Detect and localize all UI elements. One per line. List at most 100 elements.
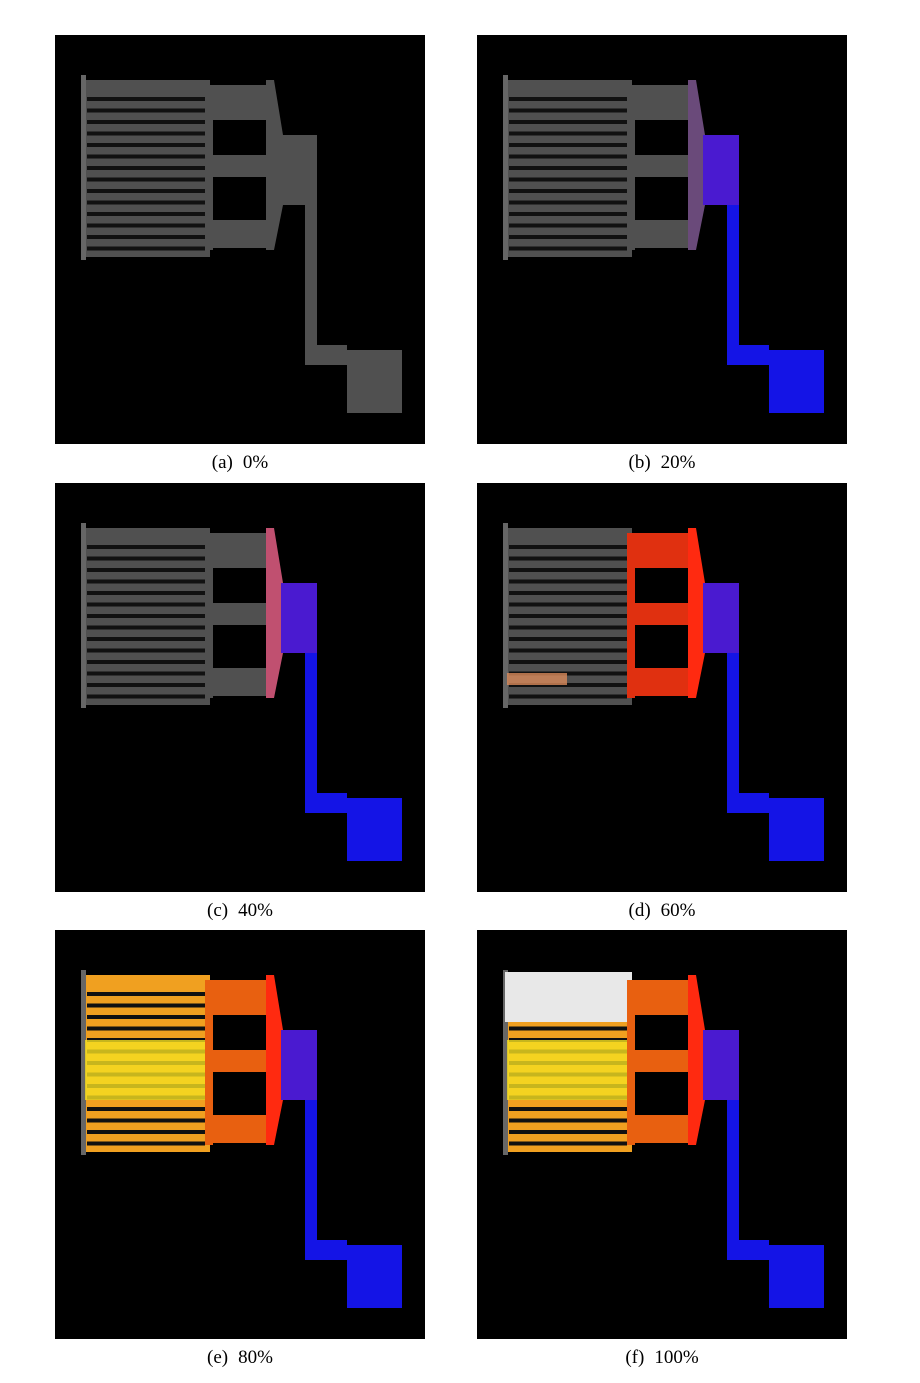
drum-flange — [503, 523, 508, 708]
hub-band — [210, 85, 270, 120]
cone — [266, 975, 283, 1145]
caption-letter: (f) — [625, 1347, 644, 1368]
drum-slot — [509, 671, 627, 676]
outlet-pipe — [305, 1100, 402, 1308]
drum-highlight — [85, 1040, 205, 1100]
drum-slot — [509, 568, 627, 572]
outlet-box — [281, 583, 317, 653]
hub-band — [632, 155, 692, 177]
drum-slot — [87, 1015, 205, 1019]
drum-slot — [87, 1026, 205, 1031]
drum-slot — [87, 1130, 205, 1134]
caption-letter: (a) — [212, 452, 233, 473]
drum-slot — [87, 671, 205, 676]
caption: (f) 100% — [625, 1347, 698, 1368]
drum-slot — [509, 556, 627, 561]
drum-slot — [87, 1141, 205, 1146]
drum-slot — [509, 1130, 627, 1134]
drum-flange — [81, 75, 86, 260]
drum-slot — [509, 1118, 627, 1123]
drum-highlight — [507, 1040, 627, 1100]
drum-slot — [509, 694, 627, 699]
hub-band — [632, 668, 692, 696]
drum-slot — [509, 246, 627, 251]
outlet-pipe — [727, 205, 824, 413]
caption-percent: 0% — [243, 452, 269, 473]
hub-post — [205, 533, 213, 698]
drum-slot — [509, 189, 627, 193]
drum-slot — [509, 1141, 627, 1146]
drum-slot — [509, 120, 627, 124]
drum-slot — [509, 648, 627, 653]
drum-slot — [87, 154, 205, 159]
hub-post — [627, 980, 635, 1145]
caption-percent: 100% — [654, 1347, 699, 1368]
hub-post — [205, 85, 213, 250]
caption-letter: (e) — [207, 1347, 228, 1368]
drum-slot — [509, 660, 627, 664]
hub-band — [632, 1115, 692, 1143]
drum-slot — [509, 166, 627, 170]
drum-slot — [87, 166, 205, 170]
drum-flange — [81, 970, 86, 1155]
hub-band — [210, 533, 270, 568]
hub-band — [632, 533, 692, 568]
hub-band — [210, 668, 270, 696]
drum-highlight — [507, 673, 567, 685]
drum-slot — [509, 683, 627, 687]
outlet-pipe — [727, 1100, 824, 1308]
drum-flange — [503, 970, 508, 1155]
outlet-box — [703, 583, 739, 653]
hub-post — [205, 980, 213, 1145]
drum-slot — [509, 1107, 627, 1111]
drum-slot — [87, 614, 205, 618]
drum-slot — [509, 1026, 627, 1031]
hub-band — [632, 220, 692, 248]
caption-letter: (b) — [629, 452, 651, 473]
hub-band — [632, 1050, 692, 1072]
drum-slot — [509, 235, 627, 239]
drum-slot — [87, 556, 205, 561]
drum-slot — [87, 683, 205, 687]
drum-slot — [87, 120, 205, 124]
drum-slot — [509, 602, 627, 607]
hub-band — [210, 155, 270, 177]
caption: (a) 0% — [212, 452, 269, 473]
drum-slot — [87, 212, 205, 216]
drum-slot — [87, 97, 205, 101]
simulation-panel — [477, 483, 847, 892]
outlet-box — [703, 135, 739, 205]
hub-post — [627, 533, 635, 698]
caption: (c) 40% — [207, 900, 273, 921]
hub-band — [210, 603, 270, 625]
caption-percent: 60% — [661, 900, 696, 921]
drum-slot — [87, 579, 205, 584]
caption: (d) 60% — [629, 900, 696, 921]
drum-slot — [87, 1118, 205, 1123]
drum-flange — [503, 75, 508, 260]
hub-post — [627, 85, 635, 250]
hub-band — [632, 980, 692, 1015]
drum-slot — [87, 200, 205, 205]
drum-slot — [87, 992, 205, 996]
hub-band — [210, 980, 270, 1015]
outlet-pipe — [305, 205, 402, 413]
hub-band — [632, 85, 692, 120]
drum-slot — [87, 131, 205, 136]
cone — [688, 528, 705, 698]
drum-slot — [87, 545, 205, 549]
drum-slot — [509, 131, 627, 136]
cone — [266, 528, 283, 698]
drum-slot — [87, 223, 205, 228]
caption: (b) 20% — [629, 452, 696, 473]
drum-slot — [87, 1003, 205, 1008]
simulation-panel — [477, 35, 847, 444]
drum-slot — [87, 108, 205, 113]
drum-slot — [509, 614, 627, 618]
simulation-panel — [55, 930, 425, 1339]
drum-slot — [509, 625, 627, 630]
outlet-box — [281, 1030, 317, 1100]
drum-slot — [509, 177, 627, 182]
outlet-pipe — [305, 653, 402, 861]
outlet-box — [281, 135, 317, 205]
